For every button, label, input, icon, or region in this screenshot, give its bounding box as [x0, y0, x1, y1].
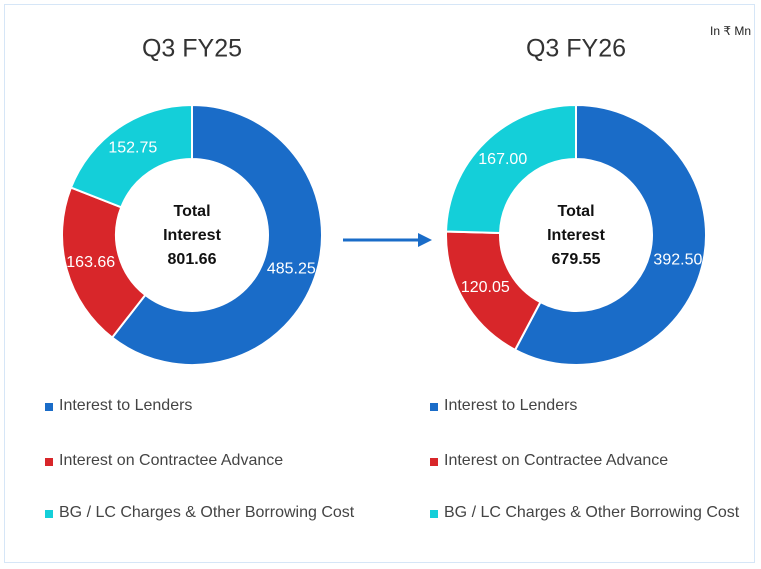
chart-title: Q3 FY26: [526, 35, 626, 63]
legend-label: Interest to Lenders: [444, 397, 578, 414]
legend-swatch: [430, 510, 438, 518]
center-label: Total: [557, 203, 594, 220]
center-label: Interest: [547, 227, 605, 244]
data-label: 120.05: [461, 279, 510, 296]
legend-item: BG / LC Charges & Other Borrowing Cost: [430, 502, 754, 524]
center-label: Total: [173, 203, 210, 220]
data-label: 152.75: [108, 139, 157, 156]
donut-slice: [110, 103, 323, 366]
legend-label: Interest on Contractee Advance: [59, 452, 284, 469]
legend-item: Interest to Lenders: [45, 395, 369, 417]
legend-item: Interest on Contractee Advance: [430, 450, 754, 472]
center-total: 801.66: [168, 251, 217, 268]
legend-item: Interest to Lenders: [430, 395, 754, 417]
legend-label: Interest on Contractee Advance: [444, 452, 669, 469]
legend-swatch: [430, 403, 438, 411]
donut-slice: [69, 103, 193, 209]
legend-swatch: [45, 510, 53, 518]
arrow-head: [418, 233, 432, 247]
frame: [4, 4, 755, 563]
donut-slice: [513, 103, 707, 366]
donut-slice: [445, 103, 577, 234]
center-label: Interest: [163, 227, 221, 244]
data-label: 167.00: [478, 151, 527, 168]
unit-note: In ₹ Mn: [710, 24, 751, 38]
legend-item: BG / LC Charges & Other Borrowing Cost: [45, 502, 369, 524]
legend-label: Interest to Lenders: [59, 397, 193, 414]
legend-swatch: [45, 403, 53, 411]
legend-label: BG / LC Charges & Other Borrowing Cost: [444, 504, 740, 521]
legend-item: Interest on Contractee Advance: [45, 450, 369, 472]
data-label: 485.25: [267, 260, 316, 277]
data-label: 392.50: [653, 252, 702, 269]
chart-title: Q3 FY25: [142, 35, 242, 63]
data-label: 163.66: [66, 254, 115, 271]
legend-swatch: [45, 458, 53, 466]
center-total: 679.55: [552, 251, 601, 268]
legend-label: BG / LC Charges & Other Borrowing Cost: [59, 504, 355, 521]
legend-swatch: [430, 458, 438, 466]
